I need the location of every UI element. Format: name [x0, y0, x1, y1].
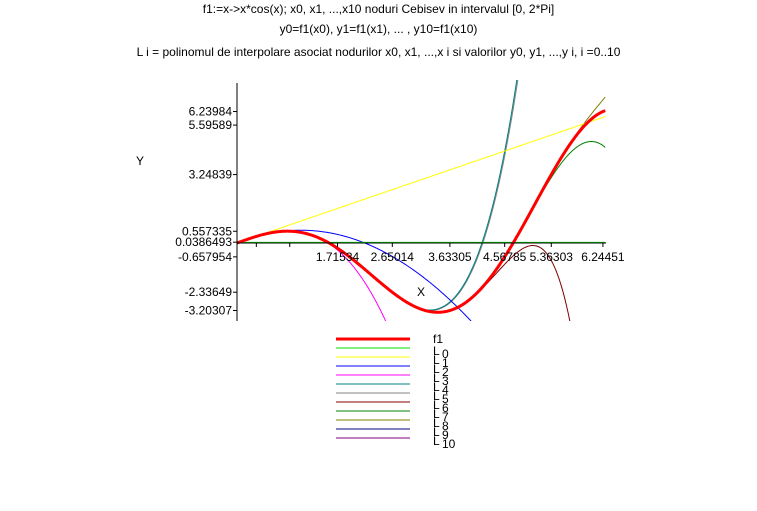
x-tick-label: 3.63305	[428, 250, 472, 264]
legend-label: L	[433, 425, 440, 439]
legend-label: L	[433, 398, 440, 412]
y-tick-label: -2.33649	[185, 285, 233, 299]
y-tick-label: 5.59589	[189, 118, 233, 132]
y-tick-label: 0.557335	[182, 224, 232, 238]
x-tick-label: 1.71534	[316, 250, 360, 264]
chart-title-line-2: y0=f1(x0), y1=f1(x1), ... , y10=f1(x10)	[279, 22, 478, 36]
legend-label: L	[433, 389, 440, 403]
L9-curve	[237, 110, 606, 313]
legend-label-index: 0	[442, 347, 449, 361]
chart-title-line-3: L i = polinomul de interpolare asociat n…	[136, 45, 621, 59]
legend-label-index: 4	[442, 383, 449, 397]
x-tick-label: 2.65014	[371, 250, 415, 264]
legend-label-index: 10	[442, 437, 456, 451]
x-tick-label: 6.24451	[581, 250, 625, 264]
L1-curve	[237, 116, 606, 244]
legend-label-index: 3	[442, 374, 449, 388]
legend-label-index: 8	[442, 419, 449, 433]
legend-label-index: 6	[442, 401, 449, 415]
x-tick-label: 4.56785	[483, 250, 527, 264]
legend-label: L	[433, 371, 440, 385]
y-tick-label: -0.657954	[178, 250, 232, 264]
legend-label-index: 1	[442, 356, 449, 370]
legend-label: L	[433, 380, 440, 394]
plot-curves	[237, 80, 606, 321]
y-tick-label: 0.0386493	[175, 235, 232, 249]
legend-label: L	[433, 362, 440, 376]
y-tick-label: 6.23984	[189, 105, 233, 119]
legend-label: L	[433, 434, 440, 448]
L10-curve	[237, 110, 606, 313]
legend: f1L 0L 1L 2L 3L 4L 5L 6L 7L 8L 9L 10	[336, 332, 456, 451]
legend-label: f1	[433, 332, 443, 346]
chart-title-line-1: f1:=x->x*cos(x); x0, x1, ...,x10 noduri …	[202, 2, 555, 16]
x-tick-label: 5.36303	[530, 250, 574, 264]
legend-label: L	[433, 353, 440, 367]
f1-curve	[237, 109, 606, 314]
y-tick-label: -3.20307	[185, 303, 233, 317]
legend-label-index: 5	[442, 392, 449, 406]
L2-curve	[237, 229, 472, 321]
legend-label-index: 2	[442, 365, 449, 379]
legend-label: L	[433, 407, 440, 421]
legend-label-index: 9	[442, 428, 449, 442]
legend-label: L	[433, 344, 440, 358]
x-axis-label: X	[417, 285, 425, 299]
y-axis-label: Y	[136, 154, 144, 168]
legend-label-index: 7	[442, 410, 449, 424]
y-tick-label: 3.24839	[189, 168, 233, 182]
L3-curve	[237, 230, 387, 321]
L8-curve	[237, 96, 606, 313]
L6-curve	[237, 230, 571, 321]
legend-label: L	[433, 416, 440, 430]
